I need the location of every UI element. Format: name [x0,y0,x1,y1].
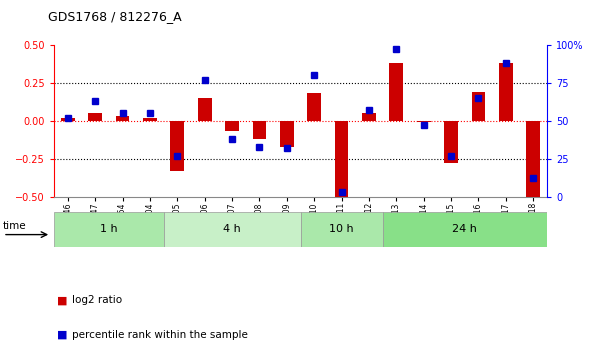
Bar [143,118,157,121]
Text: ■: ■ [57,295,67,305]
Bar [252,121,266,139]
Bar [383,212,547,247]
Bar [307,93,321,121]
Text: 4 h: 4 h [223,225,241,234]
Text: 24 h: 24 h [453,225,477,234]
Text: GDS1768 / 812276_A: GDS1768 / 812276_A [48,10,182,23]
Bar [163,212,300,247]
Bar [472,92,486,121]
Bar [335,121,349,197]
Text: time: time [3,221,26,231]
Text: ■: ■ [57,330,67,339]
Bar [115,116,129,121]
Bar [389,63,403,121]
Bar [61,118,75,121]
Bar [444,121,458,163]
Text: log2 ratio: log2 ratio [72,295,122,305]
Bar [300,212,383,247]
Bar [526,121,540,197]
Text: percentile rank within the sample: percentile rank within the sample [72,330,248,339]
Bar [171,121,184,171]
Bar [280,121,294,147]
Text: 1 h: 1 h [100,225,118,234]
Bar [198,98,212,121]
Bar [225,121,239,131]
Text: 10 h: 10 h [329,225,354,234]
Bar [88,113,102,121]
Bar [362,113,376,121]
Bar [54,212,163,247]
Bar [499,63,513,121]
Bar [417,121,430,122]
